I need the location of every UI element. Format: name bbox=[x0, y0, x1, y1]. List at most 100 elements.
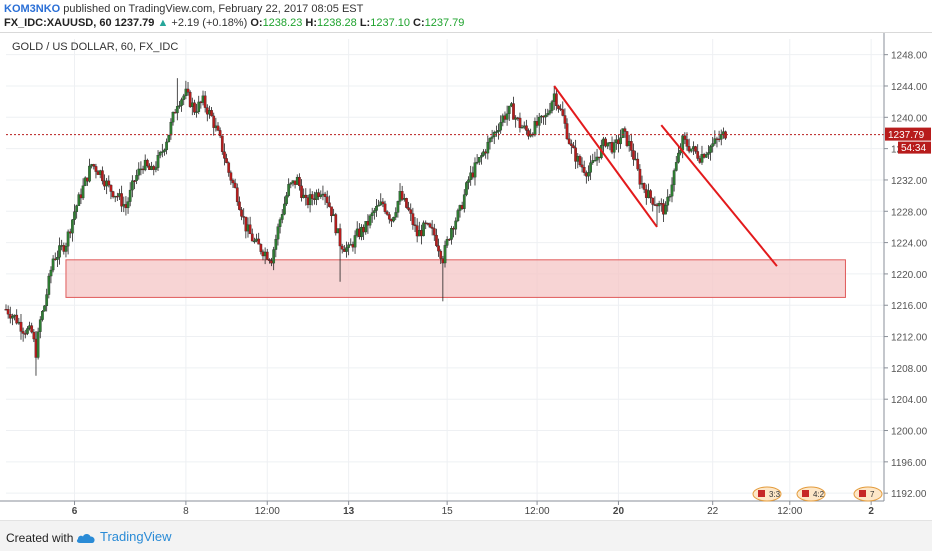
candle-down bbox=[334, 214, 338, 234]
candle-up bbox=[450, 228, 453, 240]
candle-up bbox=[713, 138, 717, 144]
candle-down bbox=[186, 88, 190, 93]
candle-up bbox=[454, 220, 458, 230]
candle-up bbox=[75, 205, 79, 212]
candle-down bbox=[625, 131, 629, 146]
time-tick-label: 20 bbox=[613, 506, 625, 517]
candle-down bbox=[188, 91, 192, 107]
us-flag-event-icon[interactable]: 3:3 bbox=[752, 486, 782, 502]
candle-down bbox=[30, 325, 34, 333]
candle-down bbox=[383, 203, 387, 212]
candle-down bbox=[685, 139, 689, 147]
candle-down bbox=[525, 125, 528, 131]
candle-up bbox=[704, 154, 708, 158]
candle-up bbox=[274, 239, 278, 250]
support-zone[interactable] bbox=[65, 259, 846, 298]
candle-up bbox=[507, 105, 511, 114]
chart-canvas[interactable]: 1248.001244.001240.001236.001232.001228.… bbox=[0, 33, 932, 517]
candle-down bbox=[435, 234, 438, 246]
candle-down bbox=[638, 168, 642, 185]
event-badge-label: 4:2 bbox=[813, 490, 825, 499]
countdown-tag bbox=[898, 141, 931, 154]
candle-up bbox=[612, 142, 616, 153]
event-badge-label: 3:3 bbox=[769, 490, 781, 499]
candle-up bbox=[128, 189, 132, 202]
candle-down bbox=[649, 190, 652, 199]
time-axis[interactable]: 6 8 12:00 13 15 12:00 20 22 12:00 2 bbox=[0, 500, 884, 517]
candle-up bbox=[11, 315, 14, 319]
candle-down bbox=[94, 166, 98, 172]
candle-up bbox=[184, 88, 188, 97]
candle-up bbox=[657, 203, 661, 207]
candle-up bbox=[456, 210, 460, 222]
price-tick-label: 1200.00 bbox=[891, 427, 928, 438]
candle-down bbox=[233, 182, 237, 188]
candle-up bbox=[319, 194, 323, 197]
high-label: H: bbox=[305, 17, 317, 29]
candle-down bbox=[218, 130, 222, 137]
candle-up bbox=[621, 128, 625, 138]
price-tick-label: 1224.00 bbox=[891, 239, 928, 250]
candle-down bbox=[559, 108, 562, 110]
candle-up bbox=[593, 160, 597, 162]
candle-up bbox=[394, 212, 398, 218]
time-tick-label: 12:00 bbox=[525, 506, 550, 517]
close-value: 1237.79 bbox=[424, 17, 465, 29]
candle-up bbox=[73, 211, 76, 220]
candle-up bbox=[719, 134, 723, 140]
publish-line: KOM3NKO published on TradingView.com, Fe… bbox=[4, 3, 363, 15]
candle-up bbox=[537, 116, 541, 126]
candle-up bbox=[253, 240, 256, 243]
candle-down bbox=[413, 224, 417, 226]
time-tick-label: 12:00 bbox=[255, 506, 280, 517]
event-badge-label: 7 bbox=[870, 490, 875, 499]
candle-up bbox=[486, 141, 490, 154]
candles bbox=[4, 78, 727, 376]
price-tick-label: 1212.00 bbox=[891, 333, 928, 344]
candle-down bbox=[109, 184, 113, 192]
countdown-tag-label: 54:34 bbox=[901, 143, 926, 154]
candle-down bbox=[636, 158, 640, 170]
candle-up bbox=[272, 249, 276, 264]
candle-up bbox=[619, 137, 622, 145]
candle-down bbox=[6, 309, 10, 315]
candle-up bbox=[353, 235, 357, 248]
candle-up bbox=[475, 161, 479, 164]
candle-up bbox=[280, 214, 284, 220]
candle-down bbox=[439, 250, 443, 259]
author-link[interactable]: KOM3NKO bbox=[4, 3, 61, 15]
candle-up bbox=[41, 311, 44, 320]
us-flag-event-icon[interactable]: 4:2 bbox=[796, 486, 826, 502]
chart-area[interactable]: 1248.001244.001240.001236.001232.001228.… bbox=[0, 32, 932, 517]
candle-up bbox=[56, 257, 59, 260]
candle-up bbox=[396, 201, 400, 213]
candle-down bbox=[338, 228, 342, 247]
tradingview-logo-link[interactable]: TradingView bbox=[76, 529, 172, 544]
candle-down bbox=[512, 103, 515, 120]
trendlines[interactable] bbox=[553, 85, 778, 267]
candle-down bbox=[19, 321, 23, 332]
candle-up bbox=[505, 113, 509, 120]
candle-up bbox=[606, 142, 610, 147]
symbol-label: FX_IDC:XAUUSD, 60 bbox=[4, 17, 112, 29]
event-badge-bg bbox=[853, 486, 883, 502]
candle-up bbox=[520, 127, 524, 129]
candle-up bbox=[548, 110, 552, 114]
candle-down bbox=[317, 192, 321, 197]
trendline bbox=[553, 85, 658, 228]
candle-down bbox=[409, 209, 413, 214]
candle-down bbox=[527, 130, 530, 137]
candle-down bbox=[231, 180, 235, 184]
symbol-line: FX_IDC:XAUUSD, 60 1237.79 ▲ +2.19 (+0.18… bbox=[4, 17, 464, 29]
candle-down bbox=[203, 95, 207, 108]
candle-down bbox=[518, 117, 522, 128]
candle-up bbox=[160, 151, 164, 153]
price-axis[interactable]: 1248.001244.001240.001236.001232.001228.… bbox=[883, 33, 931, 501]
candle-up bbox=[670, 184, 674, 197]
flag-icon bbox=[802, 490, 809, 497]
candle-down bbox=[447, 239, 451, 241]
us-flag-event-icon[interactable]: 7 bbox=[853, 486, 883, 502]
candle-up bbox=[375, 206, 378, 211]
candle-down bbox=[223, 151, 226, 159]
event-badges[interactable]: 3:3 4:2 7 bbox=[752, 486, 883, 502]
